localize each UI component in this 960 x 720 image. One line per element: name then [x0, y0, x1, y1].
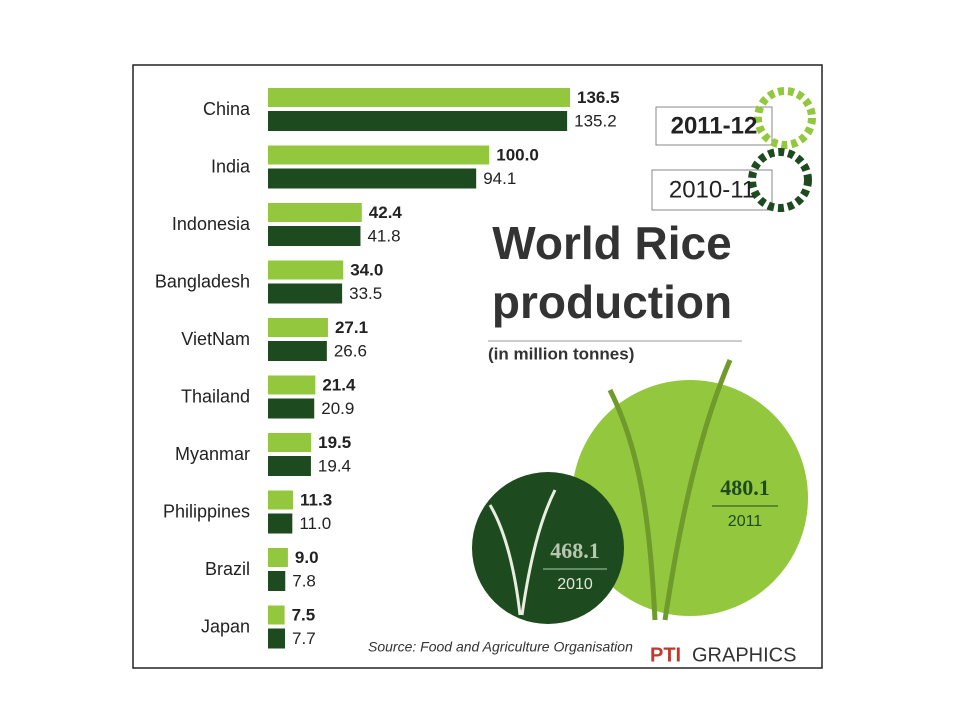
bar [268, 490, 294, 510]
value-label: 21.4 [322, 375, 356, 394]
logo: PTI [650, 644, 681, 666]
value-label: 11.3 [300, 490, 332, 509]
value-label: 7.8 [292, 571, 316, 590]
stalk [520, 489, 557, 616]
value-label: 94.1 [483, 169, 516, 188]
value-label: 135.2 [574, 111, 617, 130]
value-label: 20.9 [321, 399, 354, 418]
stalk [488, 504, 522, 616]
bar [268, 283, 343, 304]
bar [268, 145, 490, 165]
legend-label: 2011-12 [671, 112, 758, 139]
value-label: 41.8 [367, 226, 400, 245]
total-year: 2011 [728, 513, 763, 530]
value-label: 136.5 [577, 88, 620, 107]
category-label: Thailand [181, 386, 250, 406]
category-label: Japan [201, 616, 250, 636]
value-label: 100.0 [496, 145, 539, 164]
total-year: 2010 [557, 576, 593, 593]
bar [268, 571, 286, 591]
credit: GRAPHICS [692, 644, 796, 666]
category-label: Brazil [205, 559, 250, 579]
bar [268, 605, 285, 625]
category-label: Indonesia [172, 214, 251, 234]
value-label: 7.7 [292, 629, 316, 648]
total-value: 468.1 [550, 538, 600, 563]
category-label: Myanmar [175, 444, 250, 464]
category-label: China [203, 99, 251, 119]
total-circle [472, 472, 624, 624]
bar [268, 433, 312, 452]
value-label: 9.0 [295, 548, 319, 567]
value-label: 34.0 [350, 260, 383, 279]
bar [268, 168, 477, 189]
value-label: 7.5 [292, 605, 316, 624]
category-label: India [211, 156, 251, 176]
bar [268, 111, 568, 131]
value-label: 26.6 [334, 341, 367, 360]
value-label: 11.0 [299, 514, 331, 533]
value-label: 19.4 [318, 456, 351, 475]
bar [268, 203, 362, 222]
total-value: 480.1 [720, 475, 770, 500]
chart-title: production [492, 276, 732, 328]
value-label: 42.4 [369, 203, 403, 222]
value-label: 27.1 [335, 318, 368, 337]
legend-label: 2010-11 [669, 176, 755, 203]
bar [268, 226, 361, 246]
value-label: 19.5 [318, 433, 351, 452]
bar [268, 548, 288, 567]
category-label: Bangladesh [155, 271, 250, 291]
category-label: VietNam [181, 329, 250, 349]
legend-box [655, 106, 773, 146]
category-label: Philippines [163, 501, 250, 521]
value-label: 33.5 [349, 284, 382, 303]
bar [268, 628, 286, 649]
bar [268, 260, 344, 280]
stalk [662, 359, 733, 621]
legend-ornament [748, 148, 812, 212]
legend-ornament [754, 87, 816, 149]
rice-stalk [607, 359, 733, 621]
bar [268, 341, 327, 361]
chart-title: World Rice [492, 217, 731, 269]
bar [268, 375, 316, 395]
chart-subtitle: (in million tonnes) [488, 344, 634, 363]
bar [268, 513, 293, 534]
rice-stalk [488, 489, 557, 616]
source: Source: Food and Agriculture Organisatio… [368, 639, 633, 655]
bar [268, 398, 315, 419]
bar [268, 318, 328, 337]
bar [268, 88, 570, 107]
stalk [607, 388, 658, 621]
bar [268, 456, 311, 476]
